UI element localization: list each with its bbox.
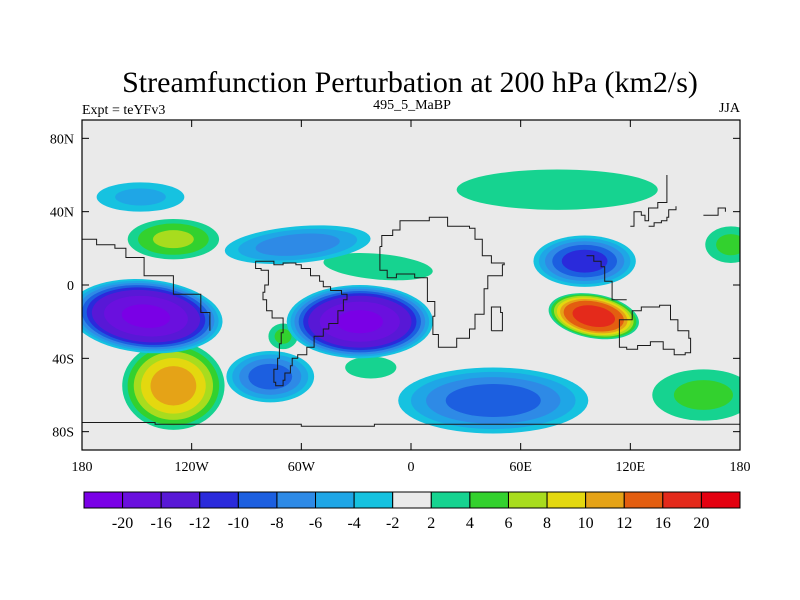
- x-tick-label: 180: [730, 460, 751, 475]
- contour-band: [456, 169, 658, 210]
- plot-area: [82, 120, 740, 450]
- colorbar-box: [315, 491, 355, 509]
- colorbar-label: -2: [386, 515, 399, 532]
- coastline: [630, 175, 668, 227]
- colorbar-label: 8: [543, 515, 551, 532]
- contour-band: [248, 363, 293, 390]
- colorbar-label: -4: [347, 515, 360, 532]
- field-extremum: [533, 235, 636, 287]
- contour-band: [121, 304, 171, 328]
- y-tick-label: 80S: [52, 426, 74, 441]
- field-extremum: [398, 367, 589, 434]
- field-extremum: [652, 369, 740, 421]
- coastline: [703, 207, 726, 216]
- colorbar-box: [662, 491, 702, 509]
- contour-band: [336, 310, 383, 334]
- contour-band: [345, 356, 397, 379]
- x-axis: 180 120W 60W 0 60E 120E 180: [72, 120, 751, 475]
- colorbar-box: [83, 491, 124, 509]
- colorbar-box: [585, 491, 625, 509]
- left-subtitle: Expt = teYFv3: [82, 103, 165, 118]
- colorbar-box: [276, 491, 317, 509]
- field-extremum: [323, 253, 433, 281]
- y-tick-label: 40N: [50, 206, 74, 221]
- x-tick-label: 0: [408, 460, 415, 475]
- colorbar-box: [507, 491, 548, 509]
- contour-band: [274, 328, 292, 344]
- contour-band: [255, 233, 340, 256]
- y-tick-label: 40S: [52, 352, 74, 367]
- colorbar-label: -20: [112, 515, 133, 532]
- coastline: [648, 206, 677, 227]
- x-tick-label: 180: [72, 460, 93, 475]
- field-extremum: [548, 293, 639, 340]
- coastline: [586, 255, 627, 301]
- colorbar-label: 12: [616, 515, 632, 532]
- contour-band: [152, 230, 194, 249]
- field-extremum: [286, 285, 433, 359]
- colorbar-box: [546, 491, 587, 509]
- coastline: [618, 304, 692, 356]
- right-subtitle: JJA: [719, 101, 741, 116]
- center-subtitle: 495_5_MaBP: [373, 98, 451, 113]
- colorbar-box: [623, 491, 664, 509]
- coastline: [490, 306, 503, 332]
- colorbar-box: [469, 491, 509, 509]
- colorbar-box: [160, 491, 201, 509]
- field-extremum: [456, 169, 658, 210]
- contour-band: [561, 249, 608, 273]
- y-axis: 80N 40N 0 40S 80S: [50, 132, 740, 441]
- coastline: [379, 216, 505, 348]
- y-tick-label: 80N: [50, 132, 74, 147]
- colorbar-label: 4: [466, 515, 474, 532]
- contour-band: [323, 253, 433, 281]
- contour-band: [572, 305, 616, 328]
- colorbar-label: -10: [228, 515, 249, 532]
- colorbar-box: [700, 491, 741, 509]
- colorbar-box: [353, 491, 394, 509]
- contour-band: [445, 384, 541, 417]
- colorbar-box: [392, 491, 432, 509]
- contour-band: [150, 366, 197, 406]
- contour-band: [673, 380, 733, 410]
- field-extremum: [122, 341, 225, 430]
- x-tick-label: 60W: [288, 460, 316, 475]
- coastline: [82, 422, 740, 427]
- colorbar-label: 10: [578, 515, 594, 532]
- colorbar-label: 20: [693, 515, 709, 532]
- x-tick-label: 120E: [616, 460, 646, 475]
- field-extremum: [226, 351, 315, 403]
- field-extremum: [127, 219, 220, 260]
- colorbar-box: [199, 491, 239, 509]
- colorbar-box: [237, 491, 278, 509]
- colorbar-label: 16: [655, 515, 671, 532]
- colorbar-label: -6: [309, 515, 322, 532]
- contour-band: [716, 234, 740, 256]
- field-extremum: [705, 226, 740, 263]
- field-extremum: [96, 182, 185, 212]
- field-extremum: [224, 225, 371, 265]
- coastlines: [82, 175, 740, 427]
- coastline: [255, 260, 348, 387]
- colorbar-label: 2: [427, 515, 435, 532]
- colorbar: -20 -16 -12 -10 -8 -6 -4 -2 2 4 6 8 10 12 16 20: [83, 491, 741, 532]
- colorbar-box: [122, 491, 162, 509]
- chart-title: Streamfunction Perturbation at 200 hPa (…: [122, 66, 698, 99]
- colorbar-label: -16: [151, 515, 172, 532]
- colorbar-label: -8: [270, 515, 283, 532]
- x-tick-label: 60E: [509, 460, 532, 475]
- field-extremum: [82, 279, 223, 354]
- colorbar-label: 6: [504, 515, 512, 532]
- x-tick-label: 120W: [175, 460, 210, 475]
- field-extremum: [345, 356, 397, 379]
- colorbar-box: [430, 491, 471, 509]
- y-tick-label: 0: [67, 279, 74, 294]
- colorbar-label: -12: [189, 515, 210, 532]
- coastline: [82, 238, 211, 331]
- contour-band: [115, 188, 166, 206]
